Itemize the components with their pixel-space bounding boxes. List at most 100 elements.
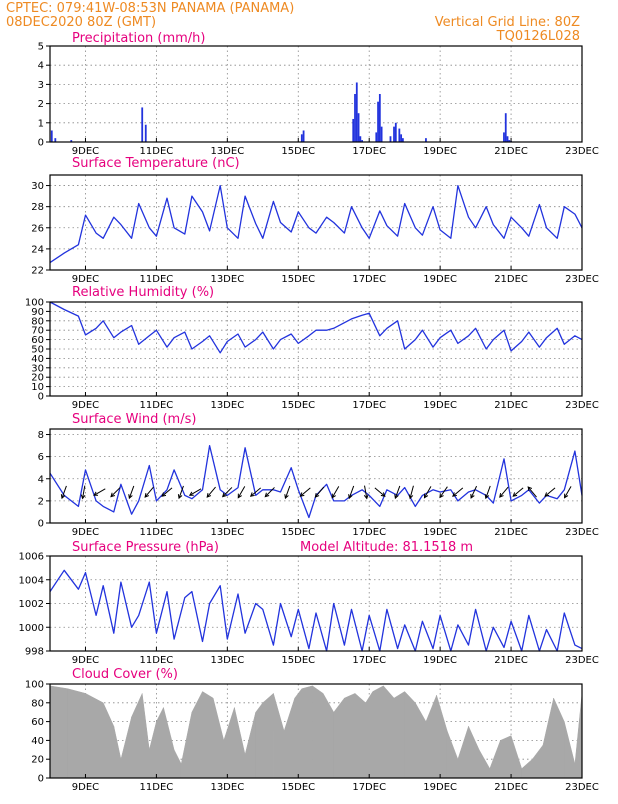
y-tick-label: 20: [31, 373, 44, 384]
y-tick-label: 1006: [19, 552, 44, 563]
cloud-area-segment: [383, 685, 395, 779]
wind-arrow-head: [237, 493, 242, 499]
wind-arrow-shaft: [439, 486, 448, 498]
cloud-area-segment: [521, 758, 533, 779]
wind-arrow-head: [249, 492, 255, 497]
cloud-area-segment: [446, 730, 459, 779]
wind-arrow-head: [499, 492, 504, 498]
precip-bar: [70, 140, 73, 142]
date-tick-label: 9DEC: [72, 782, 99, 793]
cloud-area-segment: [191, 691, 203, 779]
wind-arrow: [374, 487, 386, 497]
wind-arrow: [110, 487, 121, 498]
date-tick-label: 15DEC: [281, 527, 315, 538]
wind-arrow-shaft: [128, 485, 135, 499]
wind-arrow-head: [544, 492, 550, 497]
y-tick-label: 60: [31, 335, 44, 346]
cloud-area-segment: [173, 749, 182, 779]
wind-arrow-head: [394, 494, 399, 500]
date-tick-label: 11DEC: [140, 655, 174, 666]
cloud-area-segment: [553, 697, 565, 779]
precip-bar: [400, 134, 403, 142]
date-tick-label: 23DEC: [565, 782, 599, 793]
cloud-area-segment: [425, 695, 437, 779]
wind-arrow-head: [128, 494, 133, 500]
wind-arrow: [439, 486, 448, 499]
wind-arrow-shaft: [222, 487, 233, 497]
date-tick-label: 21DEC: [494, 146, 528, 157]
wind-arrow-head: [470, 493, 475, 499]
wind-arrow: [484, 485, 491, 500]
date-tick-label: 19DEC: [423, 655, 457, 666]
cloud-area-segment: [393, 691, 405, 779]
wind-arrow: [499, 486, 509, 498]
pressure-panel: Surface Pressure (hPa) Model Altitude: 8…: [19, 540, 599, 666]
panel-frame: [49, 174, 583, 271]
pressure-title: Surface Pressure (hPa): [72, 540, 219, 555]
precip-bar: [504, 113, 507, 142]
cloud-area-segment: [113, 726, 122, 779]
date-tick-label: 9DEC: [72, 274, 99, 285]
wind-arrow-shaft: [485, 485, 491, 499]
wind-arrow: [363, 485, 369, 500]
wind-arrow-head: [93, 491, 99, 496]
wind-arrow-head: [512, 492, 518, 497]
wind-arrow-head: [221, 492, 227, 498]
cloud-area-segment: [510, 735, 522, 779]
y-tick-label: 40: [31, 354, 44, 365]
date-tick-label: 9DEC: [72, 527, 99, 538]
precip-bar: [508, 140, 511, 142]
y-tick-label: 0: [38, 138, 44, 149]
date-tick-label: 23DEC: [565, 655, 599, 666]
cloud-area-segment: [223, 707, 235, 779]
wind-arrow-head: [264, 492, 270, 498]
cloud-area-segment: [255, 702, 264, 779]
wind-arrow: [93, 488, 106, 496]
wind-arrow-shaft: [206, 486, 216, 498]
y-tick-label: 1000: [19, 623, 44, 634]
y-tick-label: 60: [31, 717, 44, 728]
date-tick-label: 13DEC: [210, 782, 244, 793]
precip-bar: [354, 94, 356, 142]
cloud-area-segment: [333, 697, 345, 779]
cloud-area-segment: [365, 690, 373, 779]
date-tick-label: 17DEC: [352, 146, 386, 157]
cloud-area-segment: [131, 693, 143, 779]
date-tick-label: 11DEC: [140, 146, 174, 157]
date-tick-label: 9DEC: [72, 146, 99, 157]
cloud-area-segment: [372, 685, 384, 779]
y-tick-label: 0: [38, 392, 44, 403]
cloud-area-segment: [564, 721, 576, 779]
wind-arrow-head: [314, 492, 320, 498]
cloud-area-segment: [436, 695, 448, 779]
y-tick-label: 3: [38, 80, 44, 91]
date-tick-label: 17DEC: [352, 527, 386, 538]
wind-arrow-shaft: [61, 485, 67, 499]
y-tick-label: 2: [38, 99, 44, 110]
wind-arrow-head: [348, 494, 353, 500]
wind-arrow: [177, 485, 184, 500]
humidity-panel: Relative Humidity (%) 010203040506070809…: [25, 285, 599, 411]
date-tick-label: 13DEC: [210, 527, 244, 538]
wind-arrow: [221, 487, 233, 498]
precip-bar: [394, 122, 397, 142]
precip-bar: [361, 140, 364, 142]
cloud-area-segment: [67, 688, 86, 779]
wind-arrow: [237, 486, 246, 499]
date-tick-label: 21DEC: [494, 400, 528, 411]
cloud-area-segment: [85, 692, 104, 779]
wind-arrow: [80, 485, 86, 500]
y-tick-label: 4: [38, 474, 44, 485]
wind-arrow-shaft: [394, 485, 401, 499]
wind-arrow-shaft: [250, 487, 262, 497]
wind-arrow-head: [439, 493, 444, 499]
wind-arrow: [249, 487, 262, 497]
panel-frame: [49, 301, 583, 397]
panel-frame: [49, 683, 583, 779]
wind-arrow-head: [527, 486, 533, 492]
wind-arrow-shaft: [527, 486, 537, 498]
cloud-area-segment: [500, 735, 512, 779]
panel-frame: [49, 428, 583, 524]
wind-arrow: [264, 487, 275, 498]
